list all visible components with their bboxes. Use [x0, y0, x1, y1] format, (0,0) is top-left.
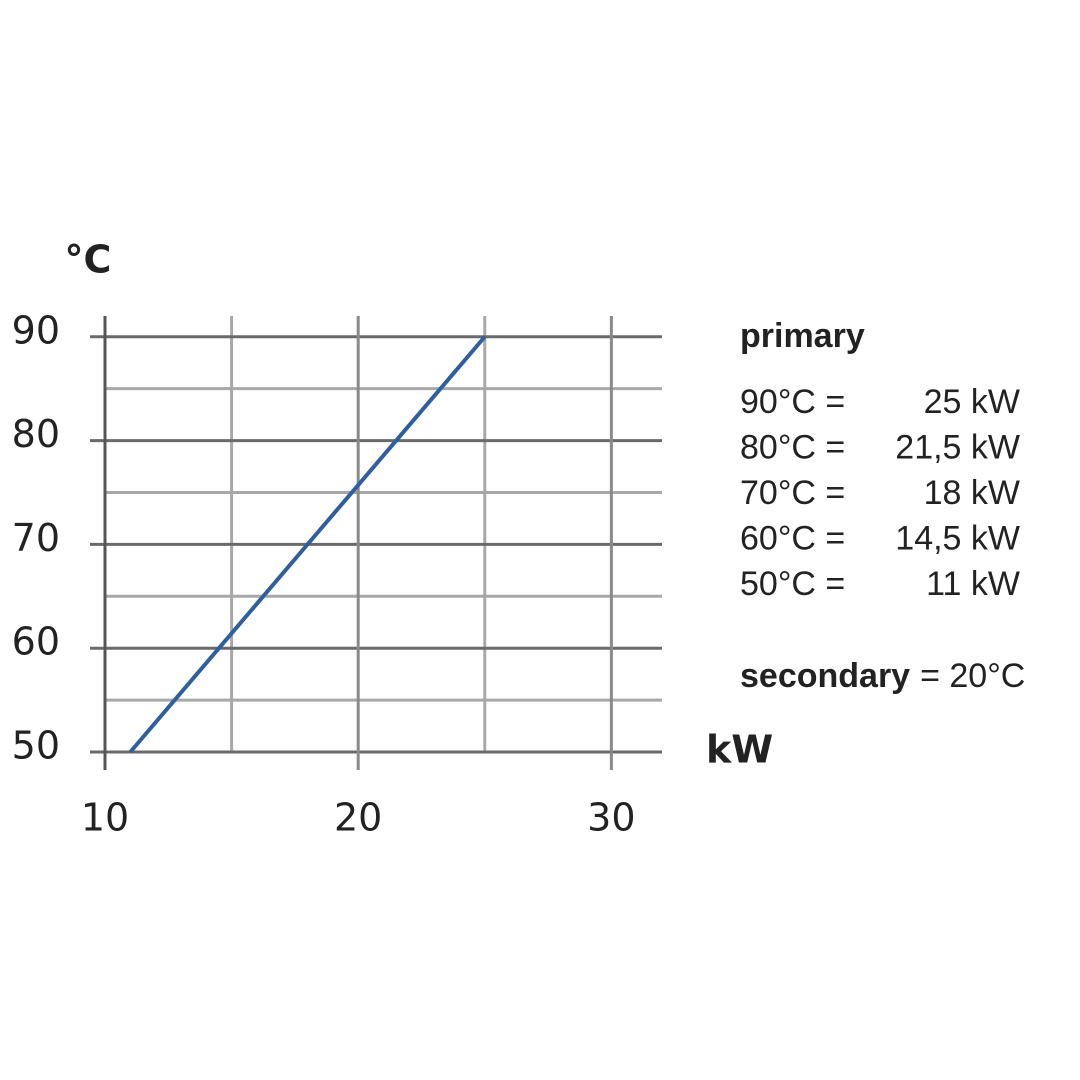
y-tick-label: 50: [12, 724, 60, 768]
y-tick-label: 80: [12, 412, 60, 456]
legend-row-label: 60°C =: [740, 519, 845, 557]
y-axis-label: °C: [65, 238, 112, 282]
legend-row-label: 80°C =: [740, 428, 845, 466]
secondary-note: secondary = 20°C: [740, 657, 1025, 695]
secondary-value: = 20°C: [920, 657, 1025, 695]
legend-row-label: 50°C =: [740, 565, 845, 603]
y-tick-label: 90: [12, 308, 60, 352]
x-tick-label: 30: [587, 796, 635, 840]
legend-row-label: 90°C =: [740, 383, 845, 421]
legend-row-value: 21,5 kW: [895, 428, 1020, 466]
data-line: [128, 335, 487, 754]
x-tick-label: 10: [81, 796, 129, 840]
x-tick-label: 20: [334, 796, 382, 840]
legend-row-value: 11 kW: [926, 565, 1020, 603]
legend-row-value: 18 kW: [924, 474, 1020, 512]
x-axis-label: kW: [706, 728, 773, 772]
legend-heading: primary: [740, 317, 865, 355]
legend-row-value: 25 kW: [924, 383, 1020, 421]
y-tick-label: 60: [12, 620, 60, 664]
legend-row-label: 70°C =: [740, 474, 845, 512]
y-tick-label: 70: [12, 516, 60, 560]
secondary-label: secondary: [740, 657, 910, 695]
legend-row-value: 14,5 kW: [895, 519, 1020, 557]
